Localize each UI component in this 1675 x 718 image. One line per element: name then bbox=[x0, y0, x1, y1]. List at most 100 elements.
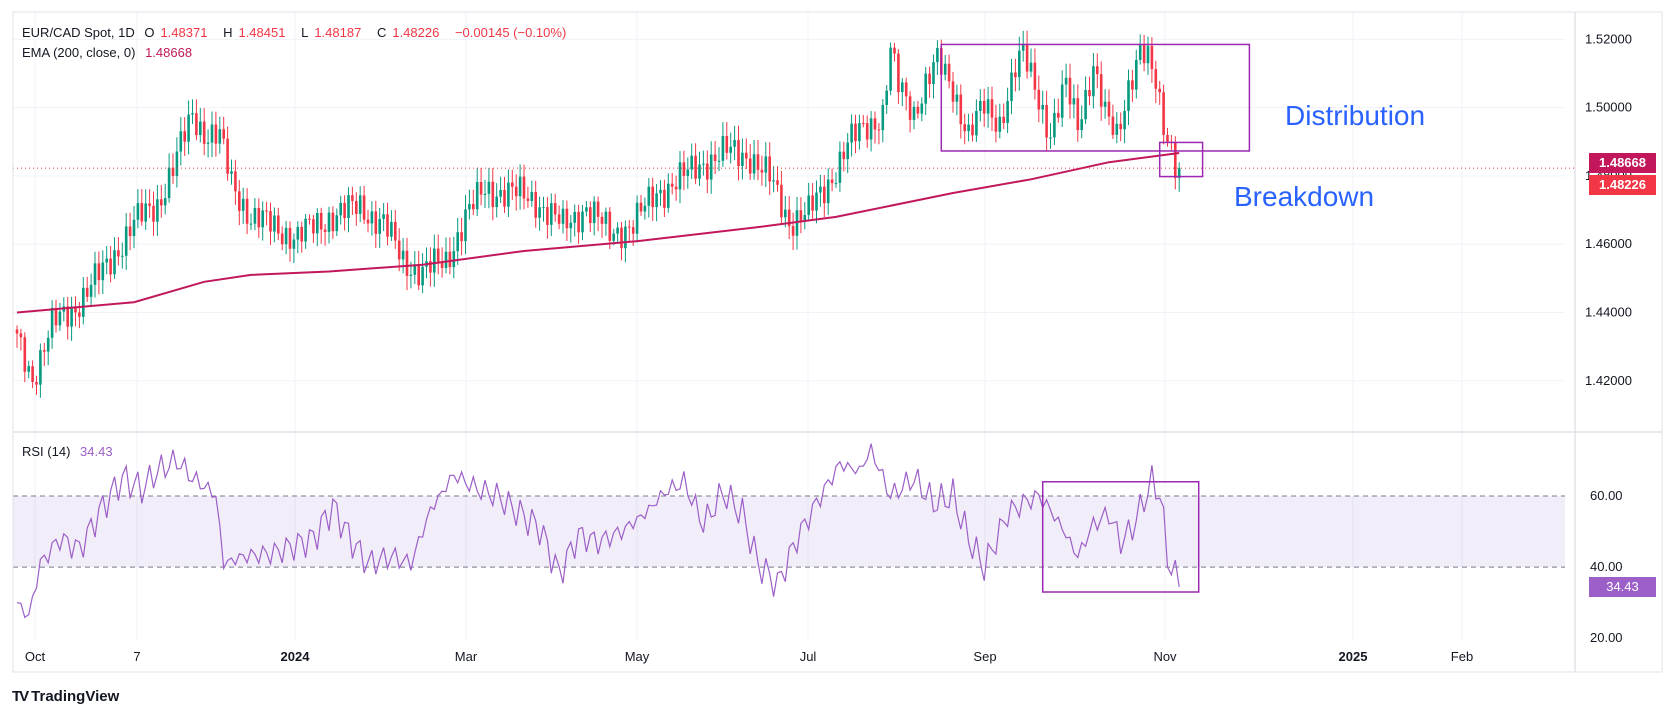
rsi-path bbox=[16, 443, 1180, 619]
candle-body bbox=[745, 152, 748, 159]
breakdown-label: Breakdown bbox=[1234, 181, 1375, 212]
candle-body bbox=[1025, 44, 1029, 72]
rsi-legend[interactable]: RSI (14) 34.43 bbox=[22, 444, 119, 459]
candle-body bbox=[842, 151, 846, 160]
candle-body bbox=[943, 63, 947, 75]
x-tick-label-1: 7 bbox=[133, 649, 140, 664]
candle-body bbox=[347, 195, 350, 218]
candle-body bbox=[678, 162, 682, 190]
candle-body bbox=[1002, 116, 1005, 123]
candle-body bbox=[655, 193, 658, 208]
candle-body bbox=[733, 140, 736, 147]
x-axis[interactable]: Oct 7 2024 Mar May Jul Sep Nov 2025 Feb bbox=[25, 649, 1473, 664]
candle-body bbox=[998, 116, 1002, 132]
candle-body bbox=[421, 266, 424, 286]
candle-body bbox=[635, 202, 639, 234]
candle-body bbox=[1119, 123, 1122, 130]
high-value: 1.48451 bbox=[238, 25, 286, 40]
candle-body bbox=[1123, 110, 1126, 130]
candle-body bbox=[1166, 134, 1169, 142]
candle-body bbox=[971, 124, 974, 136]
rsi-tick-label-1: 40.00 bbox=[1590, 559, 1623, 574]
rsi-band-fill bbox=[13, 496, 1565, 568]
candle-body bbox=[374, 211, 378, 234]
low-value: 1.48187 bbox=[314, 25, 362, 40]
symbol-title[interactable]: EUR/CAD Spot, 1D bbox=[22, 25, 135, 40]
candle-body bbox=[924, 73, 927, 104]
candle-body bbox=[66, 306, 69, 327]
candle-body bbox=[93, 263, 97, 285]
candle-body bbox=[280, 233, 284, 245]
candle-body bbox=[1158, 88, 1161, 93]
candle-body bbox=[799, 210, 803, 222]
candle-body bbox=[585, 207, 588, 212]
candle-body bbox=[694, 155, 697, 179]
candle-body bbox=[865, 123, 869, 140]
ema-price-tag: 1.48668 bbox=[1589, 153, 1656, 173]
y-axis-price[interactable]: 1.520001.500001.480001.460001.440001.420… bbox=[1585, 31, 1632, 387]
candle-body bbox=[815, 192, 818, 211]
tradingview-logo-icon: TV bbox=[12, 688, 29, 705]
candle-body bbox=[429, 261, 432, 273]
candle-body bbox=[663, 189, 666, 208]
candle-body bbox=[916, 106, 920, 114]
candle-body bbox=[908, 96, 912, 120]
x-tick-label-0: Oct bbox=[25, 649, 46, 664]
candle-body bbox=[245, 198, 249, 224]
candle-body bbox=[854, 123, 857, 142]
tradingview-brand[interactable]: TV TradingView bbox=[12, 688, 119, 705]
candle-body bbox=[167, 167, 171, 199]
candle-body bbox=[1006, 101, 1009, 123]
candle-body bbox=[838, 151, 842, 183]
candle-body bbox=[639, 202, 643, 212]
rsi-tick-label-2: 20.00 bbox=[1590, 630, 1623, 645]
candle-body bbox=[160, 199, 163, 206]
candle-body bbox=[1107, 101, 1111, 117]
candle-body bbox=[1072, 98, 1076, 105]
candle-body bbox=[335, 215, 339, 232]
candle-body bbox=[288, 227, 292, 249]
candle-body bbox=[156, 199, 159, 222]
y-axis-rsi[interactable]: 60.00 40.00 20.00 bbox=[1590, 488, 1623, 645]
change-value: −0.00145 (−0.10%) bbox=[454, 25, 567, 40]
candle-body bbox=[670, 183, 674, 187]
candle-body bbox=[1057, 112, 1060, 118]
candle-body bbox=[401, 250, 405, 260]
chart-frame bbox=[12, 11, 1663, 673]
candle-body bbox=[121, 255, 124, 257]
candle-body bbox=[1021, 44, 1025, 51]
candle-body bbox=[565, 208, 569, 229]
candle-body bbox=[674, 186, 678, 190]
candle-body bbox=[448, 251, 452, 268]
candle-body bbox=[522, 176, 526, 199]
x-tick-label-2: 2024 bbox=[281, 649, 311, 664]
candle-body bbox=[74, 306, 77, 313]
candle-body bbox=[273, 215, 276, 232]
candle-body bbox=[409, 274, 413, 276]
candle-body bbox=[748, 158, 752, 174]
candle-body bbox=[936, 48, 939, 63]
candle-body bbox=[195, 113, 198, 136]
candle-body bbox=[846, 142, 849, 160]
candle-body bbox=[990, 99, 994, 118]
ema-legend[interactable]: EMA (200, close, 0) 1.48668 bbox=[22, 45, 198, 60]
price-tick-label-1: 1.50000 bbox=[1585, 100, 1632, 115]
candle-body bbox=[132, 219, 136, 237]
candle-body bbox=[230, 171, 233, 174]
candle-body bbox=[951, 81, 955, 102]
candle-body bbox=[947, 63, 951, 82]
candle-body bbox=[975, 110, 978, 136]
candle-body bbox=[483, 193, 487, 195]
candle-body bbox=[1053, 112, 1056, 138]
candle-body bbox=[54, 307, 58, 326]
candle-body bbox=[772, 180, 775, 182]
candle-body bbox=[624, 226, 627, 249]
rsi-value: 34.43 bbox=[80, 444, 113, 459]
candle-body bbox=[144, 203, 147, 222]
candle-body bbox=[698, 164, 701, 179]
candle-body bbox=[1076, 98, 1080, 131]
candle-body bbox=[784, 209, 787, 218]
candle-body bbox=[460, 232, 463, 242]
price-tick-label-4: 1.44000 bbox=[1585, 304, 1632, 319]
